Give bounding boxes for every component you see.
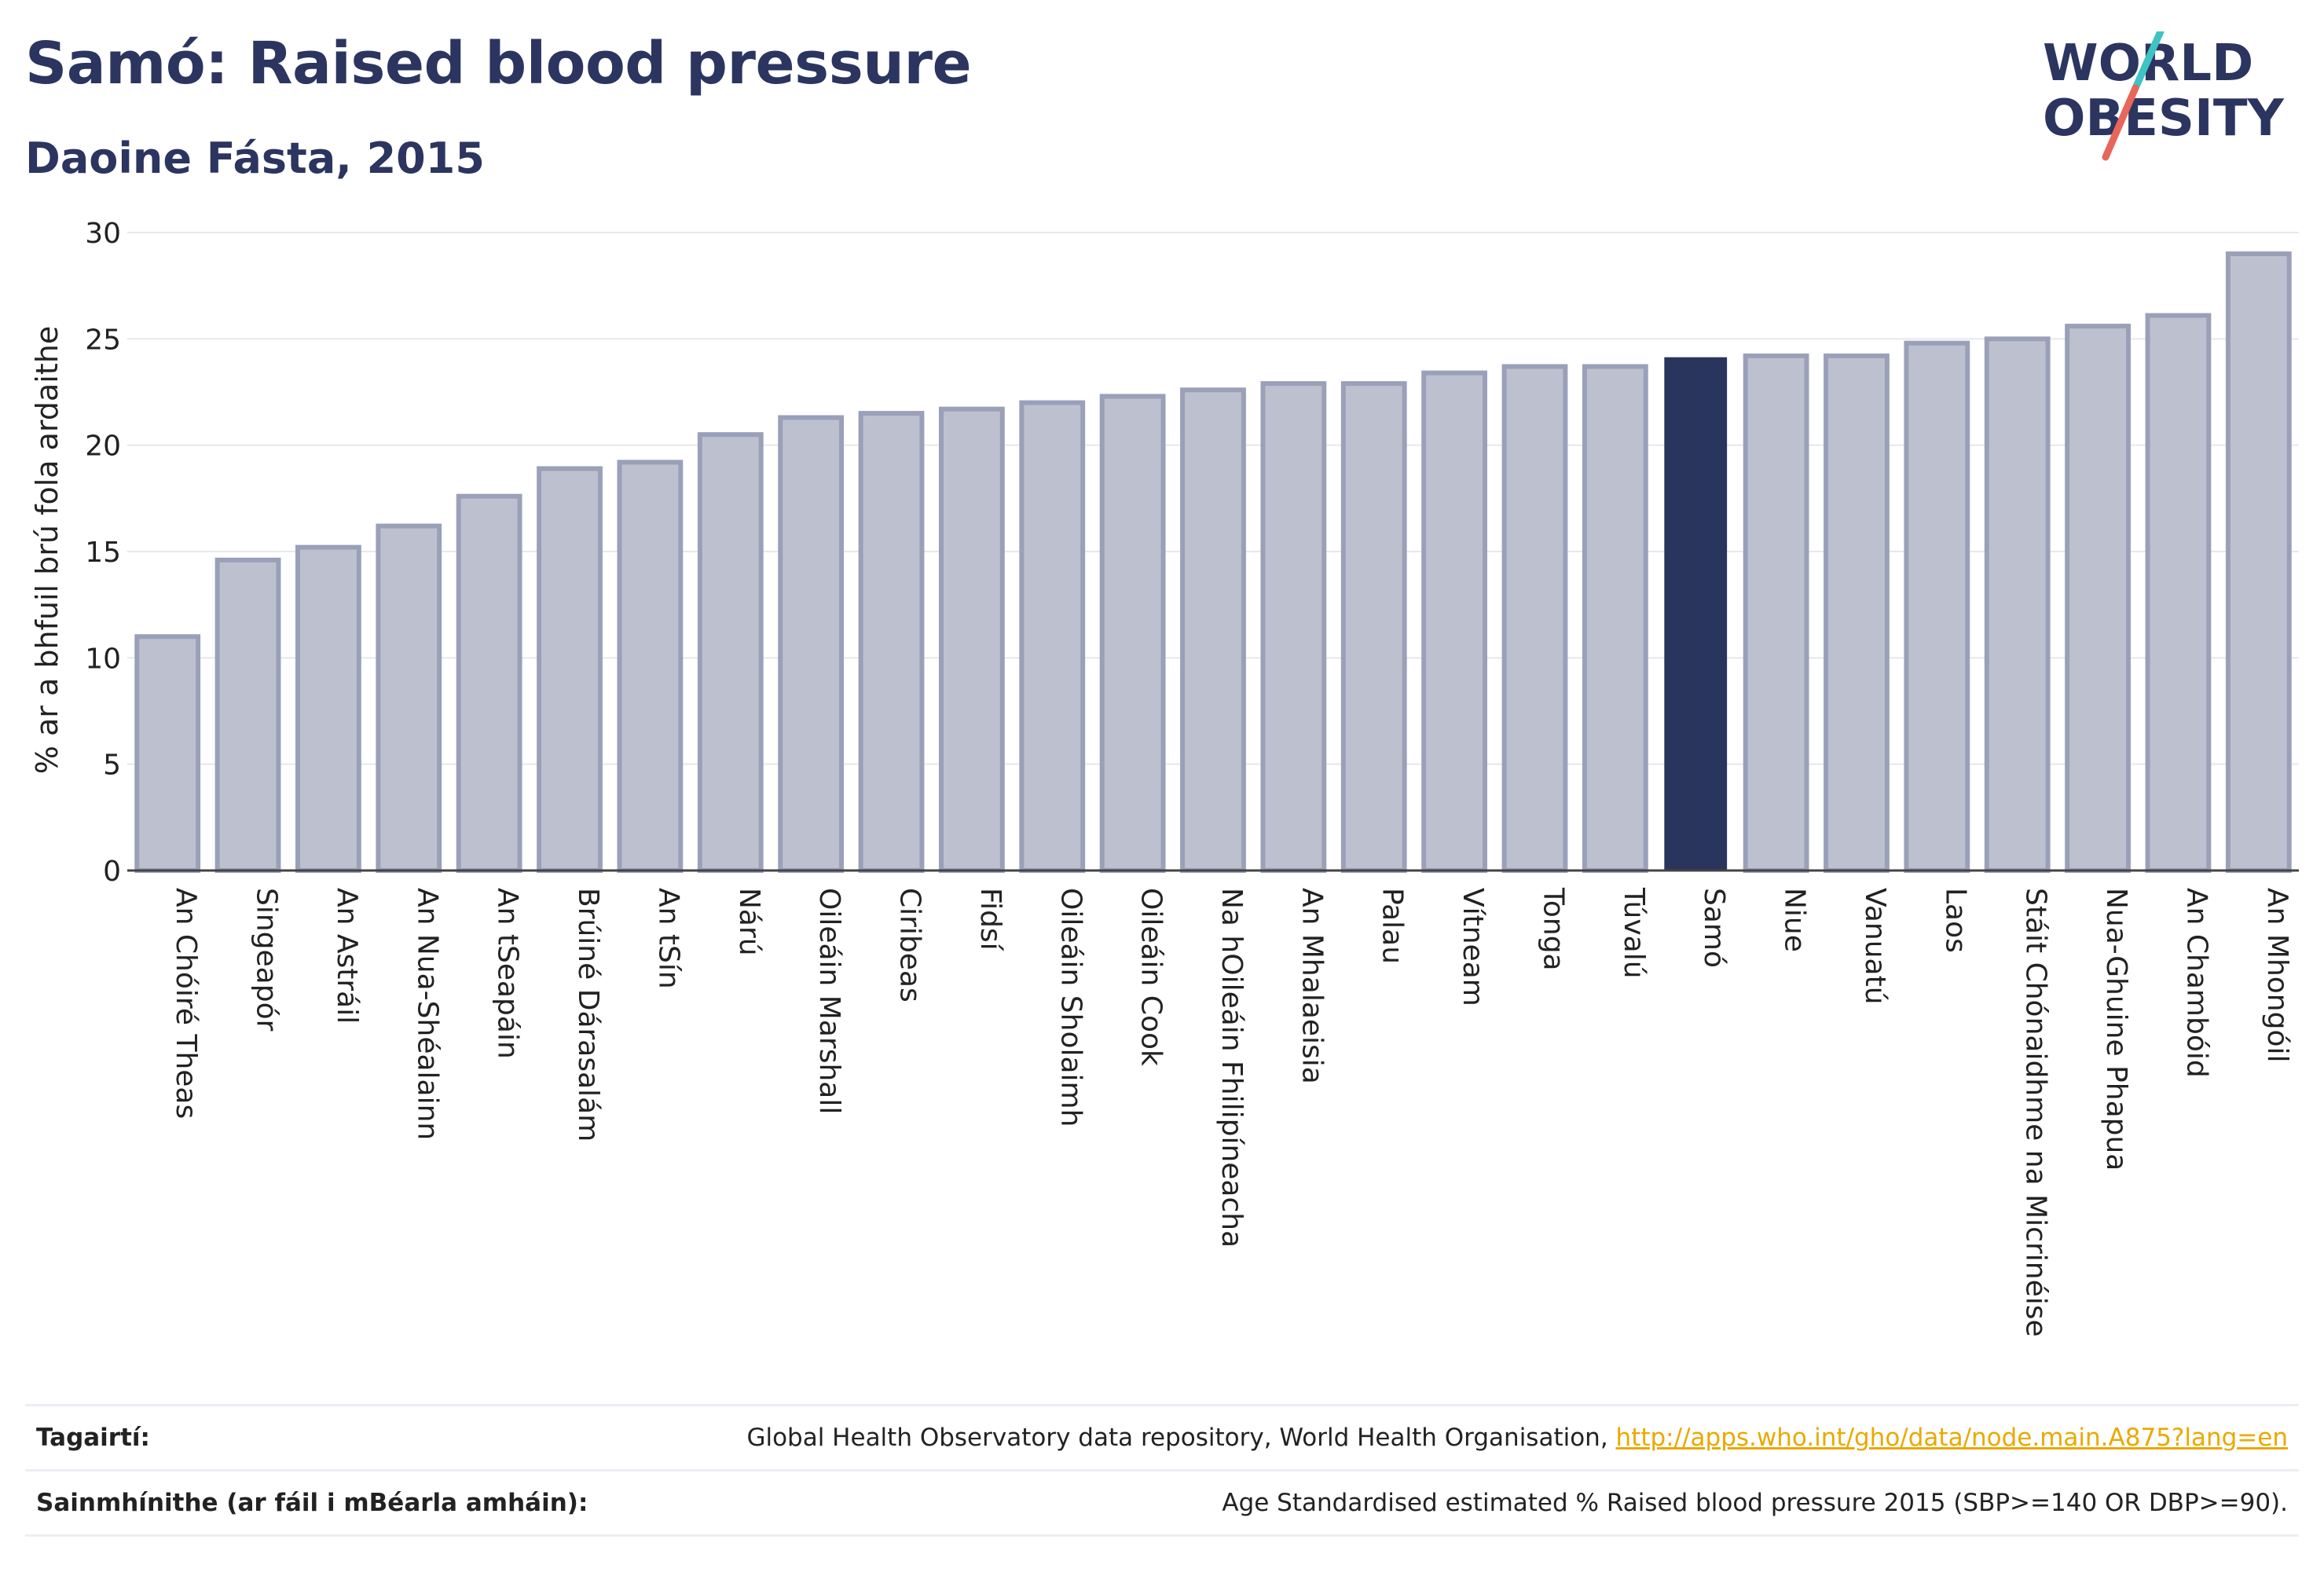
bar: [295, 544, 361, 873]
sources-label: Tagairtí:: [36, 1424, 150, 1452]
y-tick-label: 10: [85, 643, 121, 675]
bar: [1421, 370, 1488, 873]
x-tick-label: Nua-Ghuine Phapua: [2100, 888, 2132, 1171]
y-tick-label: 5: [103, 750, 121, 782]
bar-highlight: [1664, 357, 1728, 871]
bar: [697, 432, 764, 873]
x-tick-label: Stáit Chónaidhme na Micrinéise: [2020, 888, 2052, 1337]
x-tick-label: Oileáin Cook: [1135, 888, 1167, 1066]
x-tick-label: An Mhalaeisia: [1296, 888, 1328, 1084]
x-tick-label: Túvalú: [1618, 887, 1650, 979]
x-tick-label: An tSín: [652, 888, 684, 989]
y-tick-label: 25: [85, 324, 121, 356]
definitions-value: Age Standardised estimated % Raised bloo…: [1222, 1489, 2288, 1517]
references-sources-row: Tagairtí: Global Health Observatory data…: [25, 1406, 2299, 1472]
x-tick-label: An tSeapáin: [492, 888, 524, 1059]
y-tick-label: 20: [85, 431, 121, 463]
world-obesity-logo: WORLD OBESITY: [2043, 31, 2284, 161]
bar: [1260, 381, 1327, 873]
x-tick-label: An Astráil: [331, 888, 363, 1024]
bar: [938, 406, 1005, 873]
bar: [778, 415, 845, 873]
bar: [1984, 336, 2051, 874]
bar: [1904, 340, 1970, 874]
bar: [134, 634, 201, 873]
bar: [2225, 251, 2292, 874]
x-tick-label: Vítneam: [1457, 888, 1489, 1006]
references-table: Tagairtí: Global Health Observatory data…: [25, 1404, 2299, 1537]
sources-value: Global Health Observatory data repositor…: [746, 1424, 2288, 1452]
bar: [1824, 353, 1890, 873]
bar: [456, 493, 522, 873]
x-tick-label: Nárú: [733, 888, 765, 956]
x-tick-label: An Mhongóil: [2261, 888, 2293, 1063]
bar: [1019, 400, 1086, 873]
bar: [1180, 387, 1246, 873]
definitions-label: Sainmhínithe (ar fáil i mBéarla amháin):: [36, 1489, 588, 1517]
logo-line-2: OBESITY: [2043, 90, 2284, 148]
bar: [214, 557, 281, 873]
x-tick-label: Vanuatú: [1859, 888, 1891, 1005]
bar: [1582, 364, 1648, 873]
bar: [858, 411, 925, 873]
x-tick-label: Na hOileáin Fhilipíneacha: [1215, 888, 1248, 1248]
bar: [1099, 394, 1166, 873]
y-tick-label: 0: [103, 856, 121, 888]
bar: [537, 466, 603, 873]
x-tick-label: An Nua-Shéalainn: [411, 888, 443, 1140]
x-tick-label: Niue: [1779, 888, 1811, 952]
bar: [1501, 364, 1568, 873]
references-definitions-row: Sainmhínithe (ar fáil i mBéarla amháin):…: [25, 1472, 2299, 1537]
x-tick-label: An Chóiré Theas: [170, 888, 202, 1119]
chart-subtitle: Daoine Fásta, 2015: [25, 134, 485, 183]
x-tick-label: Laos: [1939, 888, 1971, 953]
y-tick-label: 30: [85, 218, 121, 250]
bar: [1743, 353, 1809, 873]
x-tick-label: Fidsí: [974, 888, 1006, 951]
chart-title: Samó: Raised blood pressure: [25, 30, 972, 97]
bar-chart: 0 5 10 15 20 25 30 An Chóiré Theas Singeapór An A…: [85, 218, 2299, 1337]
bar: [617, 460, 684, 873]
bar: [1340, 381, 1407, 873]
bar: [2145, 313, 2212, 873]
logo-slash-teal: [2132, 31, 2165, 92]
bar: [2065, 324, 2131, 873]
x-tick-label: An Chambóid: [2180, 888, 2212, 1078]
x-tick-label: Brúiné Dárasalám: [572, 888, 604, 1142]
x-tick-label: Ciribeas: [894, 888, 926, 1002]
x-tick-label: Singeapór: [251, 888, 283, 1032]
x-tick-label: Samó: [1698, 888, 1730, 968]
sources-link[interactable]: http://apps.who.int/gho/data/node.main.A…: [1615, 1424, 2288, 1452]
logo-slash-coral: [2102, 84, 2139, 161]
x-tick-label: Palau: [1376, 888, 1409, 964]
sources-text: Global Health Observatory data repositor…: [746, 1424, 1616, 1452]
x-tick-label: Tonga: [1537, 887, 1569, 971]
bar: [376, 523, 442, 874]
x-tick-label: Oileáin Sholaimh: [1054, 888, 1087, 1127]
x-tick-label: Oileáin Marshall: [813, 888, 845, 1114]
y-tick-label: 15: [85, 537, 121, 569]
